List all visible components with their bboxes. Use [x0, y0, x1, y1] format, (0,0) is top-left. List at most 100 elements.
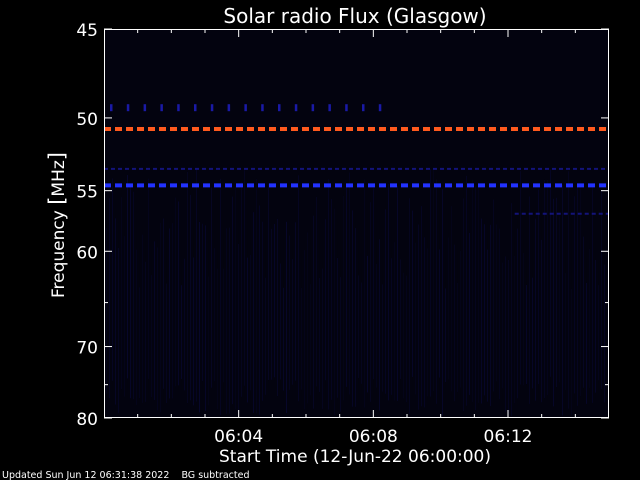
noise-streak [109, 198, 110, 399]
noise-streak [133, 191, 134, 400]
noise-streak [115, 218, 116, 405]
noise-streak [496, 224, 497, 382]
noise-streak [592, 184, 593, 403]
y-tick-label: 80 [76, 410, 98, 430]
noise-streak [412, 210, 413, 377]
noise-streak [211, 187, 212, 388]
y-tick-label: 70 [76, 339, 98, 359]
noise-streak [376, 263, 377, 388]
noise-streak [256, 178, 257, 414]
noise-streak [541, 239, 542, 403]
noise-streak [280, 263, 281, 380]
noise-streak [292, 259, 293, 385]
noise-streak [355, 228, 356, 407]
noise-streak [475, 186, 476, 411]
noise-streak [304, 250, 305, 410]
noise-streak [559, 216, 560, 383]
noise-streak [577, 183, 578, 406]
noise-streak [505, 256, 506, 412]
noise-streak [358, 275, 359, 379]
x-axis: 06:04 06:08 06:12 [137, 29, 576, 447]
noise-streak [202, 223, 203, 382]
noise-streak [484, 224, 485, 396]
noise-streak [418, 224, 419, 410]
noise-streak [517, 228, 518, 399]
noise-streak [313, 215, 314, 409]
noise-streak [598, 285, 599, 381]
noise-streak [574, 196, 575, 394]
noise-streak [394, 242, 395, 401]
noise-streak [586, 282, 587, 404]
x-tick-label: 06:04 [214, 427, 263, 447]
noise-streak [112, 178, 113, 381]
noise-streak [214, 248, 215, 382]
noise-streak [526, 284, 527, 385]
noise-streak [208, 276, 209, 406]
noise-streak [154, 241, 155, 400]
noise-streak [142, 234, 143, 403]
noise-streak [445, 288, 446, 383]
y-axis-unit: MHz [49, 160, 69, 196]
noise-streak [580, 180, 581, 397]
noise-streak [421, 206, 422, 407]
noise-streak [553, 198, 554, 407]
noise-streak [223, 268, 224, 383]
noise-streak [322, 268, 323, 409]
noise-streak [244, 170, 245, 386]
noise-streak [157, 247, 158, 411]
noise-streak [319, 277, 320, 393]
noise-streak [382, 284, 383, 392]
noise-streak [265, 277, 266, 395]
noise-streak [508, 259, 509, 414]
noise-streak [310, 284, 311, 396]
noise-streak [571, 288, 572, 416]
y-tick-label: 60 [76, 243, 98, 263]
noise-streak [535, 218, 536, 401]
noise-streak [511, 203, 512, 416]
noise-streak [235, 185, 236, 410]
chart-title: Solar radio Flux (Glasgow) [223, 4, 486, 28]
noise-streak [388, 183, 389, 401]
noise-streak [118, 247, 119, 413]
noise-streak [532, 277, 533, 389]
noise-streak [514, 255, 515, 404]
noise-streak [262, 221, 263, 401]
noise-streak [229, 227, 230, 414]
noise-streak [385, 209, 386, 394]
noise-streak [478, 182, 479, 403]
noise-streak [241, 182, 242, 397]
noise-streak [439, 249, 440, 378]
noise-streak [316, 196, 317, 387]
noise-streak [463, 198, 464, 412]
plot-frame [104, 29, 609, 418]
noise-streak [403, 272, 404, 399]
y-tick-label: 45 [76, 21, 98, 41]
noise-streak [253, 212, 254, 413]
noise-streak [436, 179, 437, 404]
noise-streak [379, 239, 380, 411]
noise-streak [238, 243, 239, 413]
noise-streak [181, 285, 182, 379]
noise-streak [562, 185, 563, 416]
noise-streak [145, 261, 146, 402]
noise-streak [151, 275, 152, 398]
noise-streak [166, 283, 167, 404]
noise-streak [373, 188, 374, 380]
noise-streak [415, 242, 416, 395]
noise-streak [400, 259, 401, 380]
noise-streak [397, 185, 398, 401]
noise-streak [232, 196, 233, 405]
noise-streak [193, 257, 194, 406]
noise-streak [337, 257, 338, 398]
noise-streak [529, 196, 530, 404]
noise-streak [127, 175, 128, 379]
noise-streak [250, 255, 251, 391]
noise-streak [442, 189, 443, 416]
noise-streak [226, 228, 227, 414]
noise-streak [481, 218, 482, 404]
footer-status: Updated Sun Jun 12 06:31:38 2022 BG subt… [2, 470, 249, 480]
noise-streak [346, 184, 347, 387]
noise-streak [568, 171, 569, 409]
interference-bands [104, 104, 609, 215]
noise-streak [520, 171, 521, 385]
